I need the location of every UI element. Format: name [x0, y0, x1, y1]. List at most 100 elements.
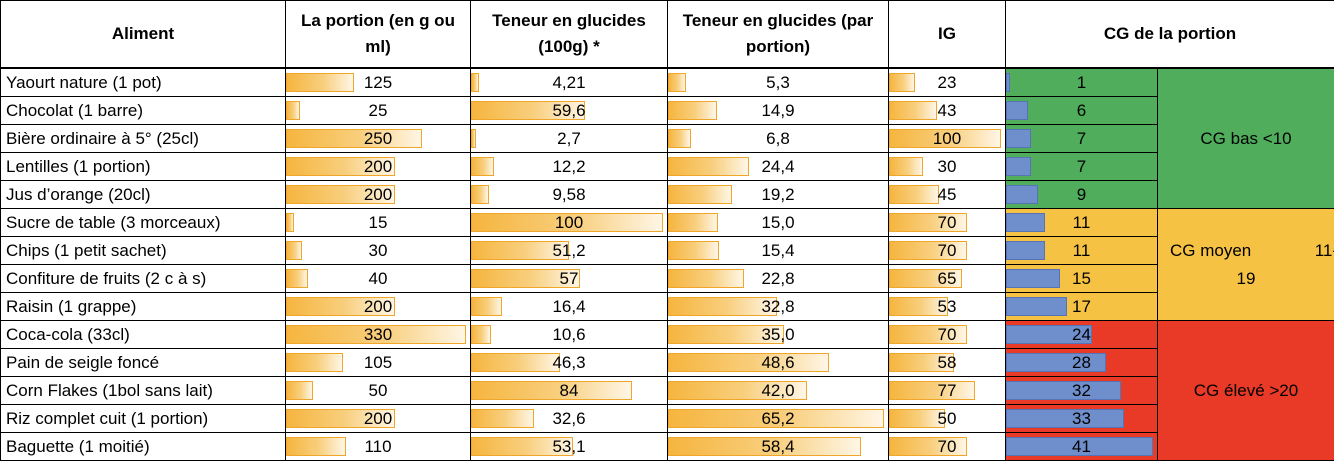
glucides-100g-value: 53,1	[552, 436, 586, 456]
cg-cell: 9	[1005, 180, 1158, 209]
portion-databar	[286, 185, 395, 204]
ig-databar	[889, 353, 954, 372]
glucides-portion-value: 24,4	[761, 156, 795, 176]
table-row: Chocolat (1 barre) 25 59,6 14,9 43 6	[0, 96, 1334, 125]
cg-databar	[1006, 325, 1092, 344]
aliment-cell: Jus d’orange (20cl)	[0, 180, 286, 209]
ig-value: 30	[937, 156, 957, 176]
table-row: Bière ordinaire à 5° (25cl) 250 2,7 6,8 100 7	[0, 124, 1334, 153]
category-cg-moyen-range-end: 19	[1236, 268, 1256, 288]
cg-value: 7	[1076, 128, 1087, 148]
cg-databar	[1006, 73, 1010, 92]
cg-databar	[1006, 157, 1031, 176]
portion-value: 30	[368, 240, 388, 260]
glucides-100g-value: 2,7	[557, 128, 581, 148]
table-row: Chips (1 petit sachet) 30 51,2 15,4 70 11	[0, 236, 1334, 265]
glucides-portion-cell: 19,2	[667, 180, 889, 209]
glucides-100g-databar	[471, 381, 632, 400]
cg-value: 1	[1076, 72, 1087, 92]
glucides-100g-databar	[471, 241, 569, 260]
glucides-portion-databar	[668, 353, 829, 372]
ig-cell: 43	[888, 96, 1006, 125]
table-row: Yaourt nature (1 pot) 125 4,21 5,3 23 1 CG bas…	[0, 67, 1334, 209]
ig-value: 53	[937, 296, 957, 316]
glucides-portion-cell: 48,6	[667, 348, 889, 377]
glucides-portion-value: 22,8	[761, 268, 795, 288]
cg-cell: 11	[1005, 236, 1158, 265]
glucides-portion-databar	[668, 185, 732, 204]
portion-cell: 250	[285, 124, 471, 153]
ig-databar	[889, 185, 939, 204]
ig-databar	[889, 409, 945, 428]
cg-cell: 6	[1005, 96, 1158, 125]
glucides-portion-value: 35,0	[761, 324, 795, 344]
portion-databar	[286, 381, 313, 400]
cg-value: 6	[1076, 100, 1087, 120]
glucides-portion-value: 6,8	[766, 128, 790, 148]
portion-databar	[286, 213, 294, 232]
ig-value: 65	[937, 268, 957, 288]
portion-cell: 200	[285, 292, 471, 321]
portion-cell: 105	[285, 348, 471, 377]
glucides-portion-databar	[668, 129, 691, 148]
ig-cell: 50	[888, 404, 1006, 433]
cg-databar	[1006, 241, 1045, 260]
aliment-cell: Confiture de fruits (2 c à s)	[0, 264, 286, 293]
glucides-portion-cell: 15,4	[667, 236, 889, 265]
cg-databar	[1006, 129, 1031, 148]
glucides-100g-value: 4,21	[552, 72, 586, 92]
portion-cell: 200	[285, 152, 471, 181]
portion-cell: 30	[285, 236, 471, 265]
portion-value: 200	[363, 156, 393, 176]
table-body: Yaourt nature (1 pot) 125 4,21 5,3 23 1 CG bas…	[0, 67, 1334, 461]
portion-databar	[286, 353, 343, 372]
glucides-100g-cell: 12,2	[470, 152, 668, 181]
ig-databar	[889, 325, 967, 344]
ig-databar	[889, 297, 948, 316]
portion-databar	[286, 241, 302, 260]
glucides-portion-cell: 58,4	[667, 432, 889, 461]
glucides-100g-cell: 53,1	[470, 432, 668, 461]
glucides-portion-value: 58,4	[761, 436, 795, 456]
portion-databar	[286, 157, 395, 176]
glucides-portion-databar	[668, 437, 861, 456]
glucides-100g-value: 59,6	[552, 100, 586, 120]
ig-cell: 70	[888, 320, 1006, 349]
aliment-cell: Pain de seigle foncé	[0, 348, 286, 377]
cg-databar	[1006, 185, 1038, 204]
glucides-100g-databar	[471, 437, 573, 456]
aliment-cell: Sucre de table (3 morceaux)	[0, 208, 286, 237]
portion-value: 200	[363, 296, 393, 316]
glucides-portion-cell: 42,0	[667, 376, 889, 405]
category-cg-moyen-label: CG moyen	[1170, 240, 1252, 260]
glucides-portion-databar	[668, 325, 784, 344]
glucides-portion-cell: 14,9	[667, 96, 889, 125]
ig-cell: 70	[888, 236, 1006, 265]
ig-databar	[889, 101, 937, 120]
portion-databar	[286, 129, 422, 148]
cg-databar	[1006, 101, 1028, 120]
glucides-portion-databar	[668, 241, 719, 260]
category-cg-bas: CG bas <10	[1156, 67, 1334, 209]
cg-cell: 15	[1005, 264, 1158, 293]
glucides-portion-databar	[668, 101, 717, 120]
table-row: Jus d’orange (20cl) 200 9,58 19,2 45 9	[0, 180, 1334, 209]
glucides-100g-value: 84	[559, 380, 579, 400]
glucides-100g-databar	[471, 353, 560, 372]
portion-value: 330	[363, 324, 393, 344]
glucides-portion-databar	[668, 157, 749, 176]
glucides-100g-value: 57	[559, 268, 579, 288]
aliment-cell: Lentilles (1 portion)	[0, 152, 286, 181]
aliment-cell: Yaourt nature (1 pot)	[0, 67, 286, 97]
cg-value: 7	[1076, 156, 1087, 176]
table-row: Pain de seigle foncé 105 46,3 48,6 58 28	[0, 348, 1334, 377]
portion-value: 125	[363, 72, 393, 92]
cg-cell: 7	[1005, 124, 1158, 153]
cg-databar	[1006, 297, 1067, 316]
ig-cell: 77	[888, 376, 1006, 405]
table-row: Corn Flakes (1bol sans lait) 50 84 42,0 77 32	[0, 376, 1334, 405]
portion-cell: 200	[285, 180, 471, 209]
portion-cell: 25	[285, 96, 471, 125]
aliment-cell: Chips (1 petit sachet)	[0, 236, 286, 265]
ig-value: 70	[937, 240, 957, 260]
